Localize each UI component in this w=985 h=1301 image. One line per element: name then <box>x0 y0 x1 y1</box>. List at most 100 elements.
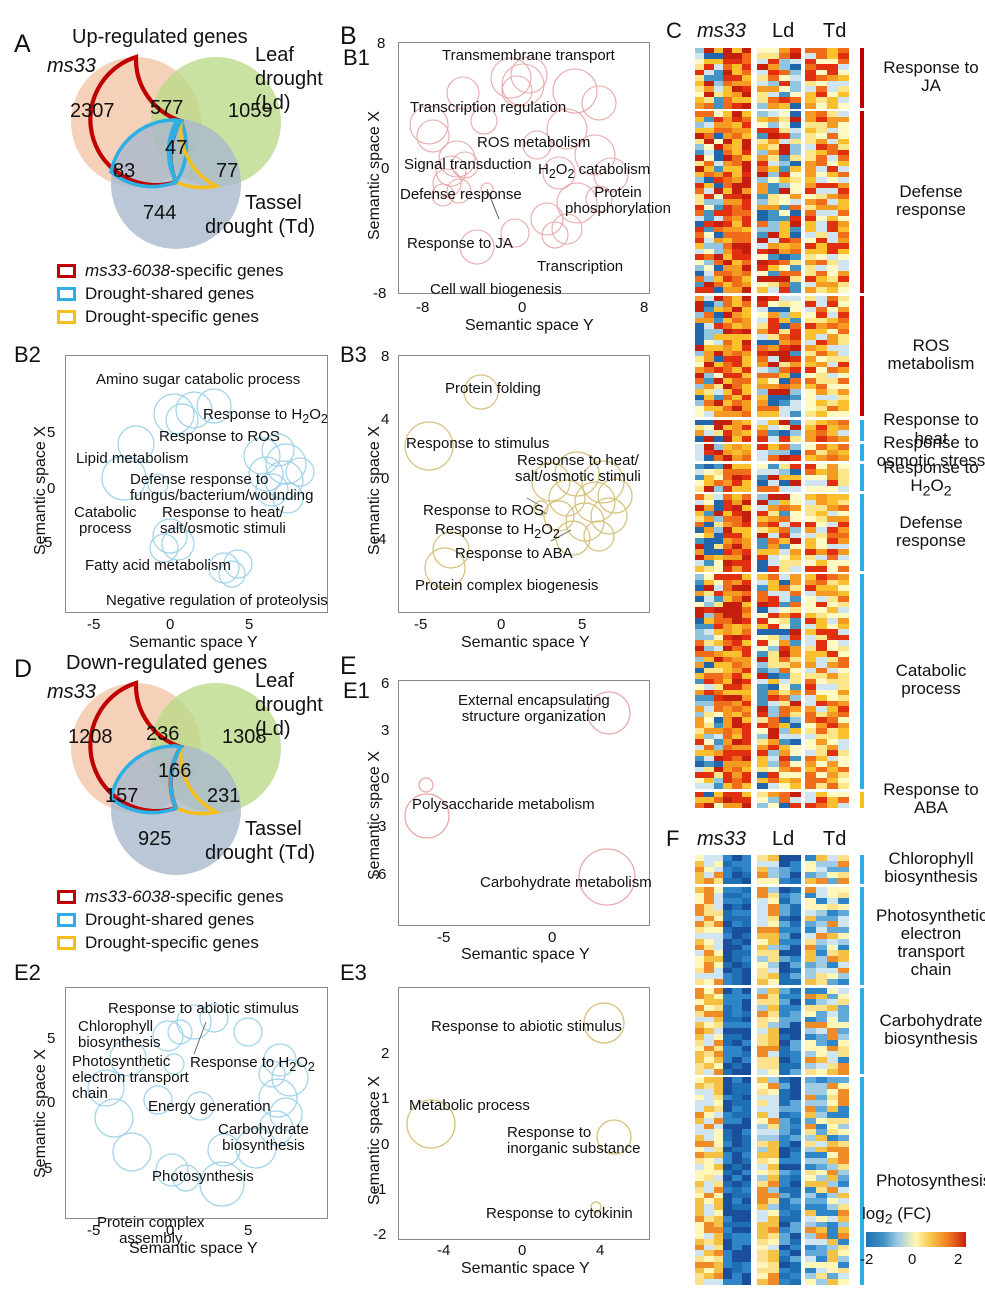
heatmap-cell <box>723 199 733 206</box>
heatmap-cell <box>827 102 839 109</box>
heatmap-cell <box>741 419 752 426</box>
heatmap-cell <box>768 339 780 346</box>
scatter-b2-xlabel: Semantic space Y <box>129 634 258 651</box>
heatmap-cell <box>816 961 828 968</box>
heatmap-cell <box>779 761 791 767</box>
heatmap-cell <box>816 356 828 362</box>
heatmap-cell <box>704 667 715 674</box>
heatmap-cell <box>827 122 839 129</box>
heatmap-cell <box>704 463 715 470</box>
heatmap-cell <box>779 1088 791 1096</box>
heatmap-cell <box>779 695 791 702</box>
heatmap-cell <box>805 1221 817 1228</box>
heatmap-cell <box>723 372 733 379</box>
heatmap-cell <box>827 656 839 663</box>
heatmap-cell <box>805 927 817 934</box>
heatmap-cell <box>741 1186 752 1194</box>
heatmap-cell <box>713 510 724 517</box>
heatmap-cell <box>768 744 780 751</box>
heatmap-cell <box>723 898 733 905</box>
heatmap-cell <box>827 772 839 778</box>
heatmap-cell <box>790 921 802 928</box>
heatmap-cell <box>779 193 791 200</box>
heatmap-cell <box>757 961 769 968</box>
heatmap-cell <box>695 601 705 608</box>
heatmap-cell <box>816 973 828 980</box>
heatmap-cell <box>757 356 769 362</box>
heatmap-cell <box>779 378 791 384</box>
heatmap-cell <box>838 383 850 390</box>
heatmap-cell <box>827 1279 839 1286</box>
heatmap-cell <box>805 987 817 995</box>
heatmap-cell <box>723 516 733 523</box>
heatmap-cell <box>816 1022 828 1029</box>
heatmap-cell <box>713 243 724 250</box>
heatmap-cell <box>816 419 828 426</box>
heatmap-cell <box>838 1181 850 1188</box>
heatmap-cell <box>713 248 724 255</box>
heatmap-cell <box>805 585 817 592</box>
heatmap-cell <box>827 629 839 636</box>
heatmap-cell <box>757 306 769 313</box>
venn-up-legend: ms33-6038-specific genes Drought-shared … <box>57 261 283 330</box>
heatmap-cell <box>827 744 839 751</box>
heatmap-cell <box>827 499 839 506</box>
heatmap-cell <box>816 1039 828 1046</box>
heatmap-cell <box>827 1181 839 1188</box>
heatmap-cell <box>805 411 817 417</box>
heatmap-cell <box>838 1039 850 1046</box>
heatmap-cell <box>805 444 817 451</box>
heatmap-cell <box>779 596 791 603</box>
heatmap-cell <box>779 706 791 713</box>
heatmap-cell <box>827 667 839 674</box>
heatmap-cell <box>827 171 839 178</box>
scatter-b3-annot-1: Response to stimulus <box>406 435 550 452</box>
heatmap-cell <box>713 1175 724 1182</box>
heatmap-cell <box>827 516 839 523</box>
heatmap-cell <box>713 334 724 340</box>
heatmap-cell <box>723 1057 733 1064</box>
heatmap-cell <box>713 527 724 534</box>
heatmap-cell <box>713 1005 724 1012</box>
heatmap-cell <box>768 1140 780 1147</box>
heatmap-cell <box>695 554 705 561</box>
heatmap-cell <box>768 494 780 501</box>
heatmap-cell <box>805 601 817 608</box>
heatmap-cell <box>779 878 791 885</box>
heatmap-cell <box>741 1005 752 1012</box>
heatmap-cell <box>805 739 817 745</box>
heatmap-cell <box>790 1051 802 1058</box>
heatmap-cell <box>704 226 715 233</box>
heatmap-cell <box>741 755 752 762</box>
heatmap-cell <box>838 1146 850 1153</box>
heatmap-cell <box>723 667 733 674</box>
heatmap-cell <box>768 791 780 798</box>
heatmap-cell <box>805 339 817 346</box>
heatmap-cell <box>768 69 780 76</box>
heatmap-cell <box>790 91 802 98</box>
heatmap-cell <box>779 1045 791 1052</box>
heatmap-cell <box>838 1088 850 1096</box>
heatmap-cell <box>757 673 769 680</box>
heatmap-cell <box>723 111 733 118</box>
heatmap-cell <box>805 58 817 65</box>
heatmap-cell <box>790 802 802 809</box>
heatmap-cell <box>723 932 733 940</box>
heatmap-cell <box>805 1163 817 1171</box>
heatmap-cell <box>732 265 743 272</box>
heatmap-cell <box>741 645 752 652</box>
heatmap-cell <box>723 761 733 767</box>
heatmap-cell <box>816 425 828 431</box>
heatmap-cell <box>732 383 743 390</box>
category-bracket <box>860 111 864 293</box>
heatmap-cell <box>838 455 850 462</box>
heatmap-cell <box>768 199 780 206</box>
heatmap-cell <box>695 138 705 145</box>
heatmap-cell <box>741 69 752 76</box>
heatmap-cell <box>757 1175 769 1182</box>
heatmap-cell <box>779 797 791 803</box>
heatmap-cell <box>768 585 780 592</box>
heatmap-cell <box>741 909 752 917</box>
heatmap-cell <box>695 1215 705 1222</box>
heatmap-cell <box>779 700 791 707</box>
